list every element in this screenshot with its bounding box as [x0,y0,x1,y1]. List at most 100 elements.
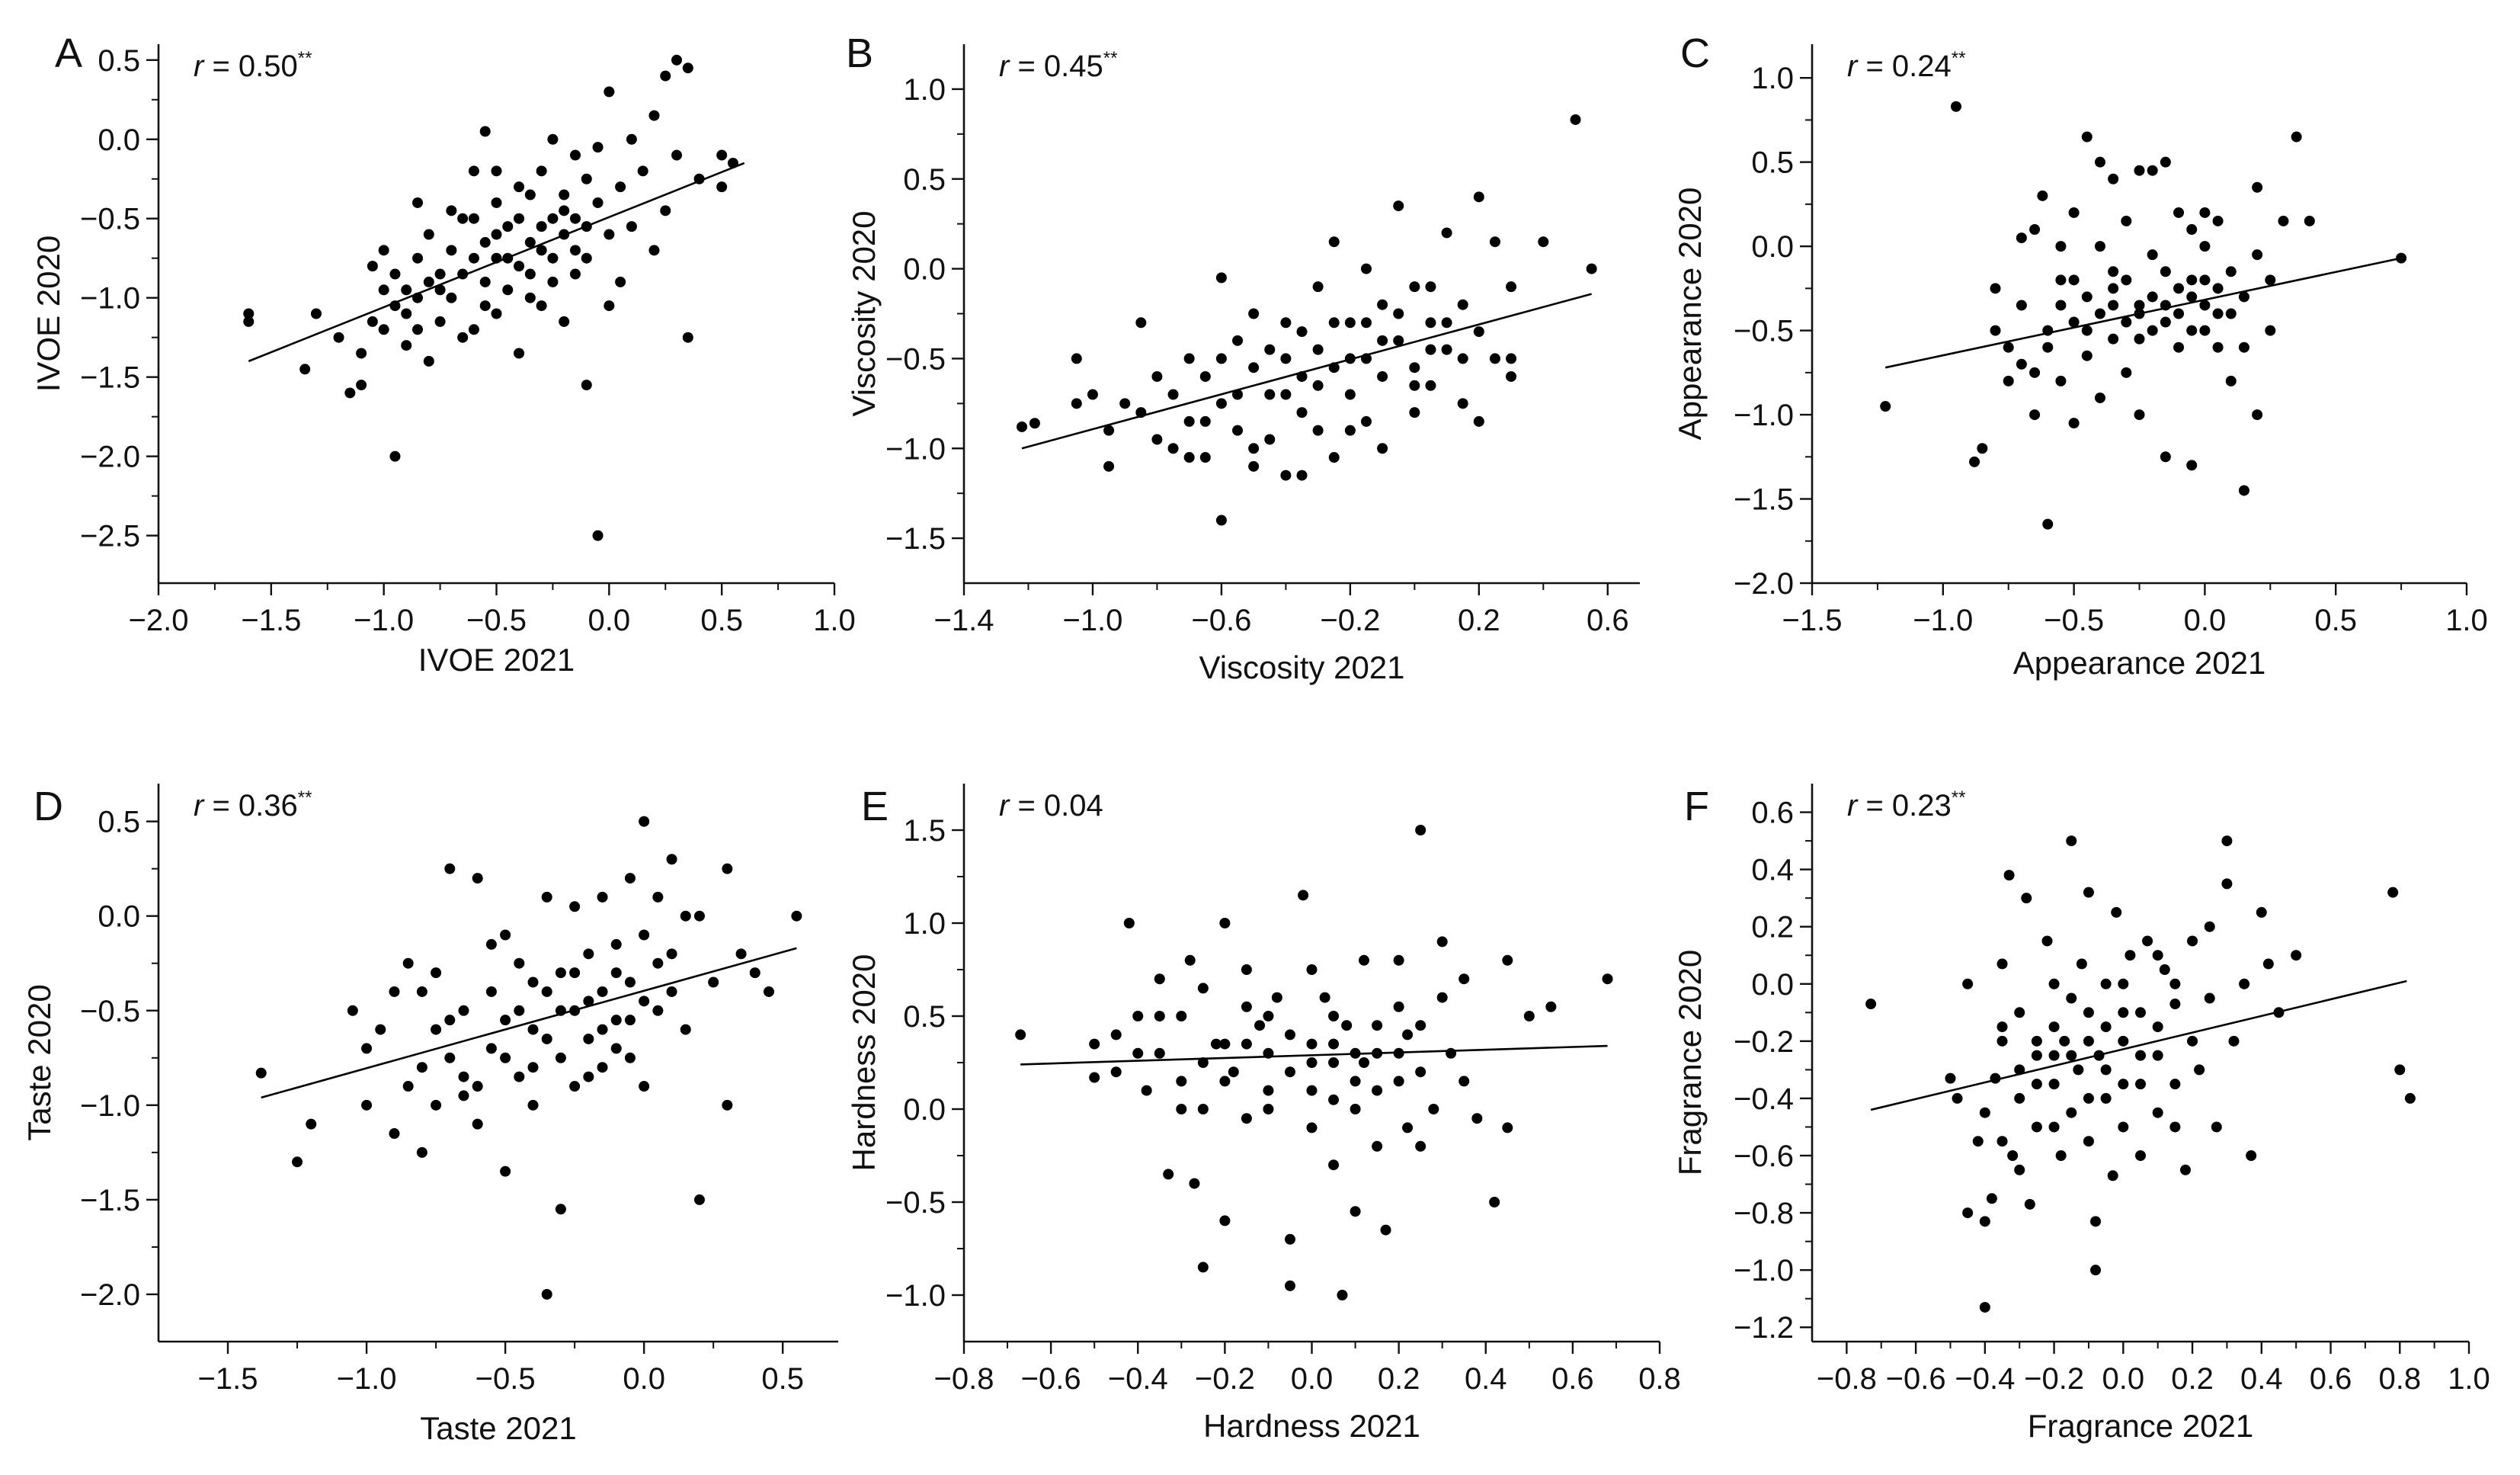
data-point [716,149,728,161]
data-point [2278,215,2289,226]
data-point [502,252,514,264]
data-point [2239,978,2250,989]
data-point [1428,1104,1439,1114]
data-point [423,355,434,367]
data-point [2186,460,2198,471]
data-point [2265,325,2276,336]
data-point [1264,344,1276,355]
data-point [472,1081,483,1092]
data-point [2094,241,2105,252]
data-point [1350,1206,1361,1217]
data-point [547,133,559,145]
data-point [500,1166,511,1177]
y-tick-label: 0.0 [1751,230,1794,264]
data-point [1502,954,1513,966]
data-point [444,863,456,874]
data-point [2135,1007,2146,1018]
data-point [479,236,491,248]
data-point [2066,835,2077,847]
data-point [2252,249,2263,261]
x-tick-label: 0.6 [2310,1362,2352,1396]
data-point [2186,224,2198,236]
data-point [468,165,479,177]
data-point [583,948,594,960]
data-point [1996,958,2008,970]
data-point [491,165,502,177]
data-point [722,863,733,874]
x-tick-label: −0.4 [1955,1362,2015,1396]
data-point [1284,1233,1295,1245]
data-point [1360,353,1372,364]
data-point [1425,317,1436,329]
data-point [1473,191,1484,203]
data-point [2094,392,2105,403]
data-point [2031,1050,2042,1061]
data-point [457,268,469,280]
data-point [2212,308,2224,319]
data-point [1380,1224,1391,1236]
data-point [1271,992,1282,1003]
data-point [1154,973,1165,985]
data-point [2029,409,2041,421]
data-point [1241,1113,1252,1124]
data-point [2016,300,2027,311]
y-tick-label: 0.0 [903,253,946,287]
data-point [514,1005,525,1016]
data-point [555,1052,566,1063]
data-point [581,221,592,232]
data-point [626,133,637,145]
data-point [431,1099,442,1111]
data-point [2396,252,2407,264]
data-point [583,1033,594,1044]
panel-letter: C [1680,30,1710,76]
data-point [2066,1107,2077,1118]
data-point [1489,1197,1500,1207]
data-point [2108,283,2119,294]
data-point [569,1081,581,1092]
x-tick-label: −1.4 [934,604,994,637]
panel-f: F −0.8 −0.6 −0.4 −0.2 0.0 0.2 0.4 0.6 0.8 1.0 0.6 0.… [1672,784,2490,1444]
data-point [2108,333,2119,345]
data-point [1880,401,1891,412]
data-point [1328,1057,1340,1068]
data-point [2031,1079,2042,1090]
data-point [416,986,427,997]
data-point [2016,358,2027,370]
data-point [2221,835,2233,847]
data-point [1372,1140,1383,1152]
r-significance: ** [1952,48,1966,69]
data-point [1296,370,1308,382]
data-point [583,996,594,1007]
data-point [1328,317,1340,329]
data-point [1457,299,1468,310]
data-point [2204,921,2215,932]
data-point [1459,973,1470,985]
data-point [1176,1104,1187,1114]
data-point [1425,281,1436,293]
data-point [624,976,636,988]
data-point [431,967,442,979]
data-point [2147,325,2158,336]
data-point [569,149,581,161]
data-point [2134,308,2145,319]
data-point [1393,308,1404,319]
data-point [2107,1170,2118,1182]
data-point [1248,460,1260,472]
data-point [2159,964,2170,975]
data-point [524,292,536,303]
data-point [2042,325,2054,336]
data-point [682,63,693,74]
y-axis-title: Fragrance 2020 [1672,950,1708,1176]
data-point [652,957,664,969]
data-point [2093,1050,2105,1061]
data-point [1215,353,1227,364]
data-point [763,986,774,997]
data-point [468,324,479,335]
data-point [1446,1047,1457,1059]
data-point [1089,1072,1100,1083]
data-point [356,348,367,359]
y-tick-label: −2.0 [80,441,140,474]
data-point [1393,1001,1404,1012]
data-point [243,308,255,319]
data-point [1945,1073,1956,1084]
